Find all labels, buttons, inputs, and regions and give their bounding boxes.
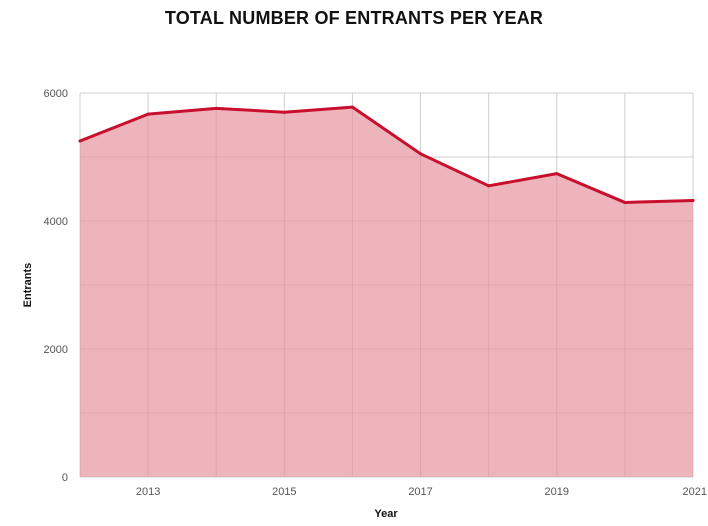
series-area (80, 107, 693, 477)
y-axis-label: Entrants (22, 263, 34, 308)
data-point (691, 199, 695, 203)
y-tick-label: 6000 (44, 88, 68, 100)
x-axis-label: Year (374, 508, 398, 520)
data-point (282, 110, 286, 114)
x-tick-label: 2015 (272, 486, 296, 498)
series-area-layer (78, 92, 695, 478)
tick-labels: 0 2000 4000 6000 2013 2015 2017 2019 2021 (44, 88, 707, 498)
data-point (555, 172, 559, 176)
y-tick-label: 0 (62, 472, 68, 484)
chart-title: TOTAL NUMBER OF ENTRANTS PER YEAR (164, 8, 544, 28)
y-tick-label: 4000 (44, 216, 68, 228)
data-point (78, 139, 82, 143)
data-point (419, 152, 423, 156)
y-tick-label: 2000 (44, 344, 68, 356)
data-point (623, 200, 627, 204)
data-point (214, 106, 218, 110)
series-line (78, 105, 695, 204)
data-point (350, 105, 354, 109)
x-tick-label: 2013 (136, 486, 160, 498)
x-tick-label: 2019 (545, 486, 569, 498)
data-point (146, 112, 150, 116)
data-point (487, 184, 491, 188)
x-tick-label: 2021 (683, 486, 707, 498)
x-tick-label: 2017 (408, 486, 432, 498)
